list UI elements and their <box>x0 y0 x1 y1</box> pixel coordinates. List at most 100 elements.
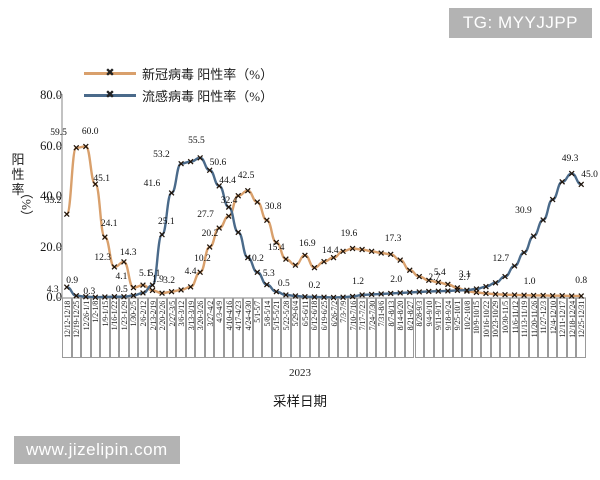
data-label-covid: 19.6 <box>340 228 358 239</box>
data-point-marker <box>235 192 242 199</box>
data-label-covid: 2.7 <box>458 273 471 284</box>
data-point-marker <box>521 249 527 256</box>
x-axis-tick-cell <box>204 298 215 358</box>
data-label-covid: 14.3 <box>119 247 137 258</box>
x-axis-tick-cell <box>62 298 72 358</box>
data-point-marker <box>445 281 451 288</box>
x-axis-tick-cell <box>138 298 148 358</box>
x-axis-tick-label: 5/1-5/7 <box>253 301 263 323</box>
x-axis-tick-label: 10/9-10/15 <box>472 301 482 335</box>
x-axis-tick-cell <box>90 298 101 358</box>
data-point-marker <box>216 183 223 189</box>
x-axis-tick-cell <box>509 298 520 358</box>
y-axis-tick-label: 80.0 <box>40 88 62 102</box>
data-point-marker <box>206 167 213 174</box>
x-axis-tick-label: 8/7-8/13 <box>386 301 396 327</box>
data-point-marker <box>197 155 203 161</box>
data-point-marker <box>530 292 537 299</box>
data-point-marker <box>378 250 385 256</box>
data-point-marker <box>302 252 308 259</box>
data-label-influenza: 2.7 <box>428 273 441 284</box>
data-label-influenza: 41.6 <box>143 178 161 189</box>
data-label-covid: 16.9 <box>298 239 316 250</box>
data-label-influenza: 4.3 <box>46 285 59 296</box>
data-point-marker <box>130 292 137 299</box>
data-point-marker <box>283 292 289 298</box>
data-point-marker <box>435 288 442 295</box>
legend-label-influenza: 流感病毒 阳性率（%） <box>142 88 274 104</box>
data-point-marker <box>578 293 585 299</box>
x-axis-title: 采样日期 <box>273 394 327 409</box>
x-axis-tick-label: 4/17-4/23 <box>234 301 244 331</box>
y-axis-tick-label: 60.0 <box>40 138 62 153</box>
data-point-marker <box>159 290 165 297</box>
data-point-marker <box>559 292 566 299</box>
data-point-marker <box>435 279 442 286</box>
x-axis-tick-cell <box>490 298 501 358</box>
data-point-marker <box>311 264 318 271</box>
data-label-influenza: 55.5 <box>188 135 205 146</box>
x-axis-tick-cell <box>281 298 291 358</box>
data-point-marker <box>578 181 585 188</box>
x-axis-tick-label: 2/6-2/12 <box>138 301 148 327</box>
data-point-marker <box>521 292 527 299</box>
data-label-covid: 15.4 <box>267 243 285 254</box>
x-axis-tick-cell <box>157 298 167 358</box>
data-point-marker <box>244 254 251 261</box>
data-label-influenza: 12.7 <box>492 253 510 264</box>
data-point-marker <box>511 263 518 269</box>
data-label-influenza: 10.2 <box>247 254 264 265</box>
data-point-marker <box>330 294 337 301</box>
x-axis-tick-cell <box>252 298 263 358</box>
x-axis-tick-label: 12/26-1/1 <box>81 301 91 331</box>
data-label-influenza: 5.3 <box>262 268 275 279</box>
x-axis-tick-label: 10/30-11/5 <box>501 301 511 334</box>
data-point-marker <box>492 280 499 286</box>
x-axis-tick-cell <box>71 298 82 358</box>
data-point-marker <box>454 287 461 294</box>
data-label-covid: 20.2 <box>201 228 219 239</box>
x-axis-tick-cell <box>290 298 301 358</box>
data-point-marker <box>483 283 489 290</box>
x-axis-tick-label: 1/30-2/5 <box>129 301 139 327</box>
x-axis-tick-cell <box>176 298 186 358</box>
x-axis-tick-label: 3/6-3/12 <box>177 301 187 327</box>
x-axis-tick-cell <box>452 298 463 358</box>
data-point-marker <box>254 199 261 205</box>
data-point-marker <box>92 181 99 187</box>
x-axis-tick-cell <box>395 298 405 358</box>
data-point-marker <box>121 259 127 265</box>
data-point-marker <box>530 233 537 239</box>
x-axis-tick-cell <box>166 298 177 358</box>
x-axis-tick-label: 6/26-7/2 <box>329 301 339 327</box>
x-axis-tick-cell <box>195 298 205 358</box>
x-axis-tick-label: 6/5-6/11 <box>300 301 310 327</box>
x-axis-tick-label: 10/16-10/22 <box>481 301 491 338</box>
data-point-marker <box>73 144 80 151</box>
data-label-covid: 5.1 <box>138 269 151 280</box>
x-axis-tick-cell <box>128 298 139 358</box>
data-label-influenza: 3.1 <box>458 270 471 281</box>
data-label-influenza: 25.1 <box>158 216 175 227</box>
data-point-marker <box>568 293 575 299</box>
x-axis-tick-cell <box>500 298 510 358</box>
data-label-influenza: 0.9 <box>66 275 79 286</box>
data-point-marker <box>349 293 356 300</box>
x-axis-tick-label: 3/20-3/26 <box>196 301 206 331</box>
x-axis-tick-label: 7/24-7/30 <box>367 301 377 331</box>
data-point-marker <box>549 196 556 203</box>
x-axis-tick-label: 3/27-4/2 <box>205 301 215 327</box>
data-point-marker <box>235 229 242 236</box>
x-axis-tick-cell <box>376 298 386 358</box>
data-label-covid: 5.4 <box>433 268 446 279</box>
data-point-marker <box>111 264 118 270</box>
data-point-marker <box>502 273 508 280</box>
data-point-marker <box>368 291 375 298</box>
x-axis-tick-cell <box>547 298 558 358</box>
data-point-marker <box>321 294 327 301</box>
y-axis-tick-label: 40.0 <box>40 189 62 203</box>
data-point-marker <box>416 273 423 280</box>
data-point-marker <box>149 282 156 288</box>
data-point-marker <box>349 245 356 252</box>
x-axis-tick-label: 12/4-12/10 <box>548 301 558 335</box>
